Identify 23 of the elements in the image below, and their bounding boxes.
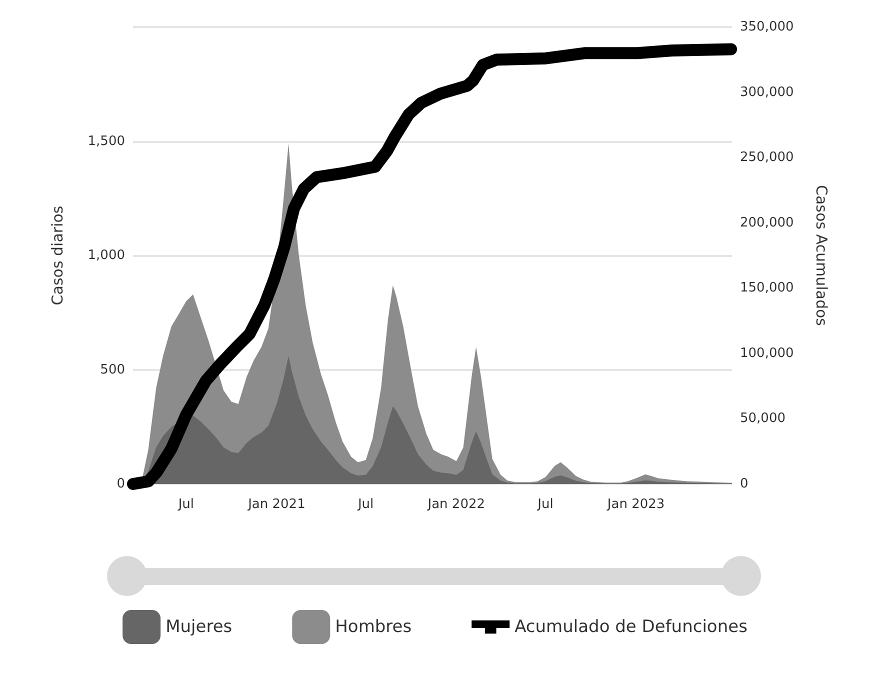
legend-label: Acumulado de Defunciones bbox=[514, 617, 748, 637]
y2-tick-label: 250,000 bbox=[740, 150, 794, 166]
y2-tick-label: 0 bbox=[740, 476, 748, 492]
y2-tick-label: 150,000 bbox=[740, 280, 794, 296]
y-tick-label: 0 bbox=[116, 476, 125, 492]
legend-label: Hombres bbox=[335, 617, 412, 637]
x-tick-label: Jul bbox=[177, 497, 194, 512]
x-tick-label: Jul bbox=[356, 497, 374, 512]
y2-tick-label: 300,000 bbox=[740, 84, 794, 100]
y-axis-title: Casos diarios bbox=[48, 206, 66, 306]
x-tick-label: Jan 2023 bbox=[606, 497, 665, 512]
x-tick-label: Jan 2022 bbox=[426, 497, 486, 512]
y-tick-label: 500 bbox=[100, 362, 125, 378]
y2-tick-label: 200,000 bbox=[740, 215, 794, 230]
legend-label: Mujeres bbox=[166, 617, 232, 637]
x-tick-label: Jan 2021 bbox=[247, 497, 306, 512]
x-tick-label: Jul bbox=[536, 497, 554, 512]
y2-axis-title: Casos Acumulados bbox=[812, 185, 830, 326]
y2-tick-label: 350,000 bbox=[740, 20, 794, 34]
y-tick-label: 1,500 bbox=[88, 134, 125, 149]
y-tick-label: 1,000 bbox=[88, 248, 125, 263]
y2-tick-label: 50,000 bbox=[740, 411, 786, 426]
y2-tick-label: 100,000 bbox=[740, 346, 794, 361]
